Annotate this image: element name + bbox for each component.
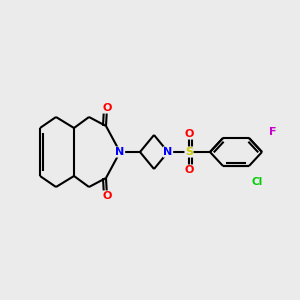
Text: F: F	[269, 127, 277, 137]
Text: O: O	[102, 103, 112, 113]
Text: O: O	[102, 191, 112, 201]
Text: N: N	[164, 147, 172, 157]
Text: O: O	[184, 129, 194, 139]
Text: S: S	[185, 147, 193, 157]
Text: N: N	[116, 147, 124, 157]
Text: O: O	[184, 165, 194, 175]
Text: Cl: Cl	[251, 177, 262, 187]
